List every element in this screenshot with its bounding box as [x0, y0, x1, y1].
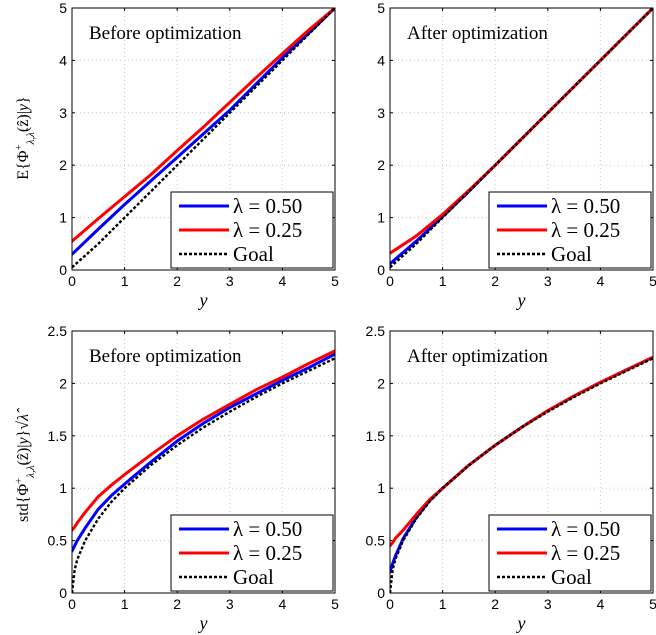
y-tick-label: 0.5	[48, 533, 68, 549]
x-tick-label: 2	[491, 273, 499, 289]
y-tick-label: 2.5	[366, 323, 386, 339]
svg-text:std{Φ+λ,λ̂(ẑ)|y}√λ̂: std{Φ+λ,λ̂(ẑ)|y}√λ̂	[13, 408, 37, 522]
y-tick-label: 1	[59, 480, 67, 496]
legend-label-1: λ = 0.25	[233, 218, 302, 242]
series-line-2	[72, 8, 335, 269]
chart-panel-0: 0 1 2 3 4 5 0 1 2 3 4 5 Before optimization y λ = 0.50…	[59, 0, 339, 310]
x-tick-label: 4	[597, 273, 605, 289]
y-tick-label: 1.5	[48, 428, 68, 444]
panel-title: After optimization	[407, 346, 548, 367]
y-tick-label: 0	[59, 585, 67, 601]
y-tick-label: 0	[377, 262, 385, 278]
series-group	[72, 8, 335, 269]
x-axis-label: y	[198, 290, 208, 310]
y-tick-label: 4	[59, 52, 67, 68]
legend-label-0: λ = 0.50	[551, 194, 620, 218]
chart-panel-1: 0 1 2 3 4 5 0 1 2 3 4 5 After optimization y λ = 0.50λ…	[377, 0, 656, 310]
panel-title: Before optimization	[89, 346, 242, 367]
panel-title: After optimization	[407, 23, 548, 44]
axes-box	[71, 330, 336, 594]
x-tick-label: 5	[331, 273, 339, 289]
panel-title: Before optimization	[89, 23, 242, 44]
x-tick-label: 1	[439, 273, 447, 289]
y-tick-label: 5	[59, 0, 67, 16]
x-axis-label: y	[516, 613, 526, 633]
svg-text:E{Φ+λ,λ̂(ẑ)|y}: E{Φ+λ,λ̂(ẑ)|y}	[13, 96, 37, 179]
y-tick-label: 1.5	[366, 428, 386, 444]
series-line-2	[390, 357, 653, 593]
y-tick-label: 4	[377, 52, 385, 68]
series-group	[390, 355, 653, 593]
y-tick-label: 1	[377, 480, 385, 496]
x-tick-label: 3	[544, 596, 552, 612]
axes-box	[71, 7, 336, 271]
legend-label-2: Goal	[233, 565, 274, 589]
x-tick-label: 4	[597, 596, 605, 612]
legend-label-0: λ = 0.50	[551, 517, 620, 541]
x-tick-label: 3	[226, 273, 234, 289]
x-tick-label: 1	[439, 596, 447, 612]
ylabel-top-left: E{Φ+λ,λ̂(ẑ)|y}	[13, 96, 37, 179]
series-line-1	[72, 349, 335, 532]
x-tick-label: 3	[544, 273, 552, 289]
y-tick-label: 1	[59, 210, 67, 226]
x-tick-label: 5	[331, 596, 339, 612]
x-tick-label: 0	[386, 596, 394, 612]
x-axis-label: y	[198, 613, 208, 633]
series-line-1	[72, 8, 335, 243]
x-tick-label: 0	[68, 596, 76, 612]
y-tick-label: 2	[377, 375, 385, 391]
x-tick-label: 1	[121, 273, 129, 289]
y-tick-label: 0.5	[366, 533, 386, 549]
y-tick-label: 2	[377, 157, 385, 173]
legend-label-2: Goal	[233, 242, 274, 266]
y-tick-label: 5	[377, 0, 385, 16]
y-tick-label: 2.5	[48, 323, 68, 339]
x-tick-label: 0	[386, 273, 394, 289]
y-tick-label: 3	[377, 105, 385, 121]
x-tick-label: 5	[649, 596, 656, 612]
series-line-2	[390, 8, 653, 269]
y-tick-label: 0	[377, 585, 385, 601]
legend-label-2: Goal	[551, 565, 592, 589]
chart-panel-2: 0 1 2 3 4 5 0 0.5 1 1.5 2 2.5 Before optimization y λ …	[48, 323, 340, 633]
legend-label-1: λ = 0.25	[233, 541, 302, 565]
axes-box	[389, 330, 654, 594]
legend-label-2: Goal	[551, 242, 592, 266]
x-tick-label: 5	[649, 273, 656, 289]
y-tick-label: 0	[59, 262, 67, 278]
y-tick-label: 3	[59, 105, 67, 121]
chart-panel-3: 0 1 2 3 4 5 0 0.5 1 1.5 2 2.5 After optimization y λ =…	[366, 323, 656, 633]
x-tick-label: 4	[279, 596, 287, 612]
y-tick-label: 1	[377, 210, 385, 226]
x-axis-label: y	[516, 290, 526, 310]
series-line-2	[72, 357, 335, 593]
series-line-0	[72, 8, 335, 256]
series-group	[390, 8, 653, 269]
y-tick-label: 2	[59, 157, 67, 173]
x-tick-label: 4	[279, 273, 287, 289]
x-tick-label: 0	[68, 273, 76, 289]
x-tick-label: 3	[226, 596, 234, 612]
x-tick-label: 2	[173, 596, 181, 612]
series-group	[72, 349, 335, 593]
x-tick-label: 1	[121, 596, 129, 612]
legend-label-0: λ = 0.50	[233, 517, 302, 541]
ylabel-bottom-left: std{Φ+λ,λ̂(ẑ)|y}√λ̂	[13, 408, 37, 522]
legend-label-1: λ = 0.25	[551, 218, 620, 242]
axes-box	[389, 7, 654, 271]
legend-label-1: λ = 0.25	[551, 541, 620, 565]
x-tick-label: 2	[173, 273, 181, 289]
series-line-0	[72, 352, 335, 553]
y-tick-label: 2	[59, 375, 67, 391]
x-tick-label: 2	[491, 596, 499, 612]
legend-label-0: λ = 0.50	[233, 194, 302, 218]
